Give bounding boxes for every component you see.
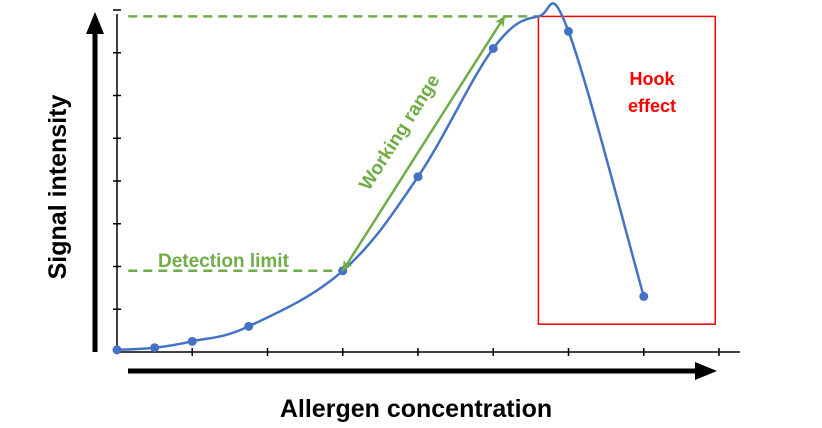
hook-effect-label-line1: Hook [630,69,676,89]
y-axis-label: Signal intensity [44,95,72,280]
x-axis-label: Allergen concentration [280,395,552,423]
data-point [488,43,498,53]
data-points [112,26,649,355]
hook-effect-label-line2: effect [628,96,676,116]
y-ticks [113,9,121,310]
data-point [244,321,254,331]
hook-effect-box [537,15,716,325]
data-point [564,26,573,36]
data-point [150,343,160,353]
detection-limit-label: Detection limit [158,251,290,272]
working-range-arrow [341,15,506,272]
data-point [112,345,122,355]
x-axis-arrowhead [695,362,717,380]
data-point [639,291,649,301]
data-point [187,336,197,346]
y-axis-arrowhead [86,12,104,34]
x-ticks [191,348,720,356]
data-point [413,172,423,182]
